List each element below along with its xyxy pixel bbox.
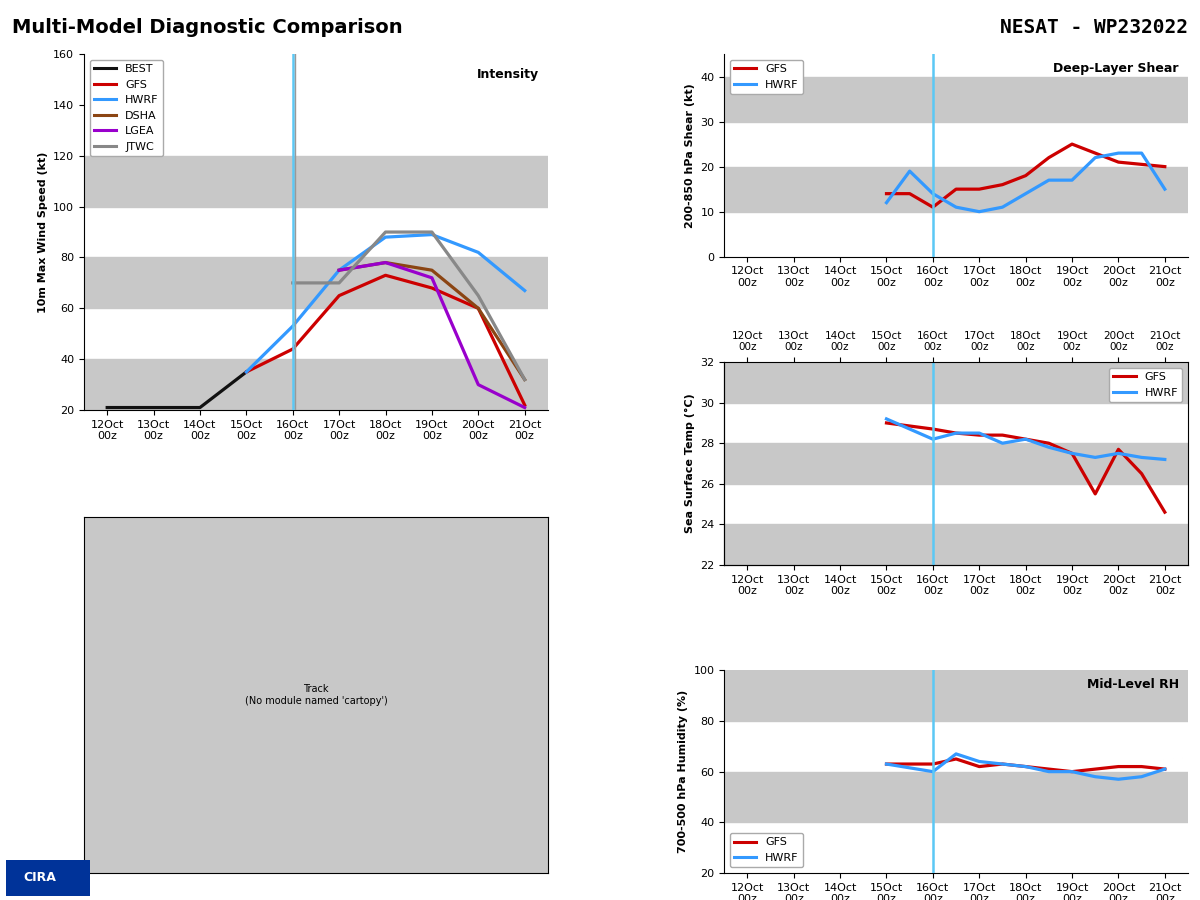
Bar: [724, 771, 1188, 823]
Bar: [724, 525, 1188, 565]
Legend: GFS, HWRF: GFS, HWRF: [1109, 368, 1182, 402]
Text: Multi-Model Diagnostic Comparison: Multi-Model Diagnostic Comparison: [12, 18, 403, 37]
Bar: [724, 670, 1188, 721]
Bar: [84, 359, 548, 410]
Bar: [724, 362, 1188, 402]
Text: Deep-Layer Shear: Deep-Layer Shear: [1054, 62, 1178, 75]
Y-axis label: 200-850 hPa Shear (kt): 200-850 hPa Shear (kt): [685, 83, 695, 228]
Y-axis label: 700-500 hPa Humidity (%): 700-500 hPa Humidity (%): [678, 690, 688, 853]
Legend: GFS, HWRF: GFS, HWRF: [730, 59, 803, 94]
Bar: [84, 257, 548, 309]
Text: Mid-Level RH: Mid-Level RH: [1086, 679, 1178, 691]
Legend: GFS, HWRF: GFS, HWRF: [730, 833, 803, 868]
Bar: [84, 156, 548, 207]
Y-axis label: 10m Max Wind Speed (kt): 10m Max Wind Speed (kt): [37, 151, 48, 312]
Bar: [724, 443, 1188, 484]
Y-axis label: Sea Surface Temp (°C): Sea Surface Temp (°C): [684, 393, 695, 534]
Text: SST: SST: [1152, 370, 1178, 383]
Bar: [724, 76, 1188, 122]
Legend: BEST, GFS, HWRF, DSHA, LGEA, JTWC: BEST, GFS, HWRF, DSHA, LGEA, JTWC: [90, 59, 163, 157]
Text: CIRA: CIRA: [23, 871, 56, 884]
Text: NESAT - WP232022: NESAT - WP232022: [1000, 18, 1188, 37]
Bar: [724, 166, 1188, 212]
Text: Track
(No module named 'cartopy'): Track (No module named 'cartopy'): [245, 684, 388, 706]
Text: Intensity: Intensity: [476, 68, 539, 81]
